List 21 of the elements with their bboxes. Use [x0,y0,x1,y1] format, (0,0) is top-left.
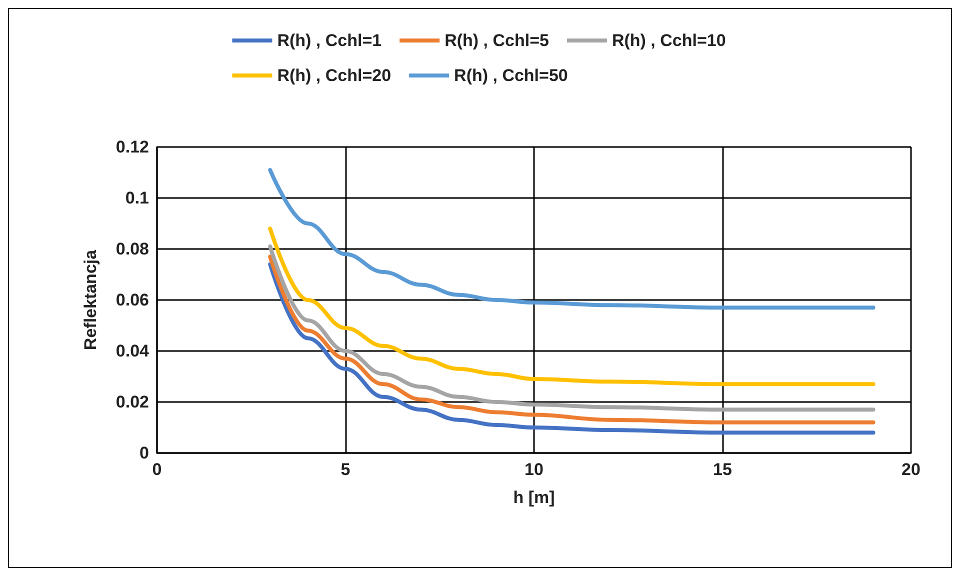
legend-label: R(h) , Cchl=50 [454,66,568,85]
legend-label: R(h) , Cchl=10 [612,31,726,50]
x-tick-label: 15 [713,460,732,479]
legend-label: R(h) , Cchl=20 [277,66,392,85]
x-tick-label: 0 [152,460,162,479]
line-series [268,168,876,310]
y-tick-label: 0 [140,444,149,462]
y-axis-title: Reflektancja [81,249,100,350]
y-tick-label: 0.12 [116,138,149,156]
x-tick-label: 10 [524,460,544,479]
y-tick-label: 0.1 [125,188,149,208]
line-series [268,226,876,386]
legend-label: R(h) , Cchl=5 [444,31,549,50]
y-tick-label: 0.02 [116,392,149,412]
y-tick-label: 0.08 [116,240,149,258]
legend-label: R(h) , Cchl=1 [277,31,382,50]
y-tick-label: 0.04 [116,342,150,360]
x-tick-label: 20 [902,460,920,479]
y-tick-label: 0.06 [116,290,149,310]
x-tick-label: 5 [340,460,350,479]
x-axis-title: h [m] [513,488,555,507]
